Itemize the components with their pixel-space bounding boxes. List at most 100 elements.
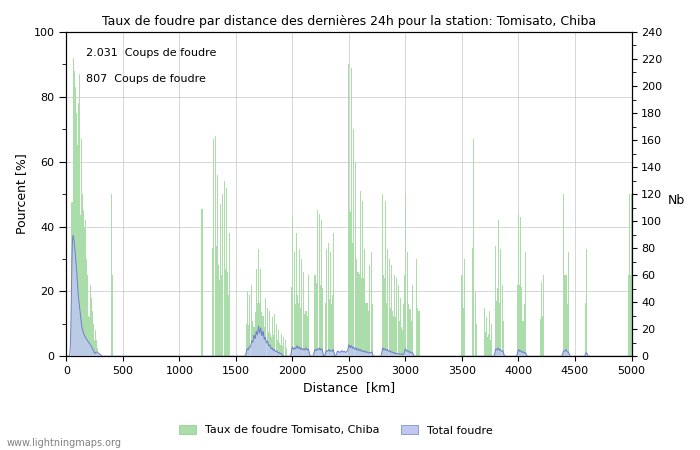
- Bar: [408, 304, 409, 356]
- Bar: [500, 303, 501, 356]
- Bar: [247, 324, 248, 356]
- Bar: [97, 348, 98, 356]
- Bar: [84, 226, 85, 356]
- Bar: [499, 303, 500, 356]
- Bar: [86, 259, 88, 356]
- Bar: [331, 304, 332, 356]
- Bar: [226, 272, 227, 356]
- Bar: [260, 269, 261, 356]
- Bar: [356, 259, 357, 356]
- Bar: [73, 58, 74, 356]
- Bar: [318, 285, 319, 356]
- Bar: [490, 340, 491, 356]
- Bar: [223, 269, 225, 356]
- Bar: [563, 275, 564, 356]
- Bar: [261, 312, 262, 356]
- Bar: [316, 283, 317, 356]
- Bar: [303, 272, 304, 356]
- Bar: [475, 324, 477, 356]
- Bar: [463, 308, 464, 356]
- Text: 807  Coups de foudre: 807 Coups de foudre: [86, 74, 206, 84]
- Bar: [351, 212, 352, 356]
- Bar: [382, 194, 384, 356]
- Bar: [416, 259, 417, 356]
- Bar: [90, 320, 91, 356]
- Bar: [79, 215, 80, 356]
- Bar: [401, 327, 402, 356]
- Bar: [76, 113, 77, 356]
- Bar: [271, 337, 272, 356]
- Bar: [332, 233, 334, 356]
- Bar: [405, 275, 407, 356]
- Bar: [221, 275, 222, 356]
- Bar: [462, 275, 463, 356]
- Bar: [250, 325, 251, 356]
- Bar: [496, 301, 497, 356]
- Bar: [298, 303, 299, 356]
- Bar: [96, 343, 97, 356]
- Bar: [75, 87, 76, 356]
- Bar: [364, 249, 365, 356]
- Bar: [87, 308, 88, 356]
- Bar: [215, 136, 216, 356]
- Bar: [362, 201, 363, 356]
- Bar: [294, 252, 295, 356]
- Bar: [355, 259, 356, 356]
- Bar: [411, 320, 412, 356]
- Bar: [412, 320, 413, 356]
- Bar: [253, 327, 254, 356]
- Bar: [226, 188, 228, 356]
- Bar: [283, 337, 284, 356]
- Bar: [405, 194, 406, 356]
- Bar: [262, 316, 263, 356]
- Bar: [281, 345, 282, 356]
- Bar: [393, 275, 395, 356]
- Bar: [391, 266, 392, 356]
- Bar: [273, 335, 274, 356]
- Bar: [258, 249, 259, 356]
- Bar: [306, 311, 307, 356]
- Bar: [220, 280, 221, 356]
- Bar: [400, 327, 401, 356]
- Bar: [541, 319, 542, 356]
- Bar: [258, 303, 260, 356]
- Bar: [396, 317, 398, 356]
- Bar: [631, 194, 632, 356]
- Bar: [276, 324, 277, 356]
- Bar: [229, 295, 230, 356]
- Bar: [399, 320, 400, 356]
- Bar: [517, 285, 519, 356]
- Bar: [395, 317, 396, 356]
- Bar: [270, 333, 271, 356]
- Bar: [80, 215, 81, 356]
- Bar: [484, 308, 485, 356]
- Bar: [317, 210, 318, 356]
- Bar: [265, 298, 266, 356]
- Bar: [251, 285, 252, 356]
- Bar: [366, 303, 367, 356]
- Bar: [349, 210, 350, 356]
- Bar: [390, 308, 391, 356]
- Bar: [321, 220, 322, 356]
- Bar: [88, 316, 89, 356]
- Bar: [398, 285, 399, 356]
- Bar: [301, 259, 302, 356]
- Bar: [540, 319, 541, 356]
- Bar: [566, 275, 567, 356]
- Bar: [314, 194, 316, 356]
- Bar: [367, 249, 368, 356]
- Bar: [77, 145, 78, 356]
- Bar: [540, 282, 542, 356]
- Bar: [464, 308, 466, 356]
- Bar: [322, 288, 323, 356]
- Bar: [278, 343, 279, 356]
- Bar: [218, 266, 219, 356]
- X-axis label: Distance  [km]: Distance [km]: [303, 382, 395, 395]
- Bar: [82, 194, 83, 356]
- Bar: [392, 311, 393, 356]
- Bar: [352, 243, 354, 356]
- Bar: [393, 316, 394, 356]
- Bar: [272, 337, 273, 356]
- Bar: [332, 295, 333, 356]
- Bar: [294, 304, 295, 356]
